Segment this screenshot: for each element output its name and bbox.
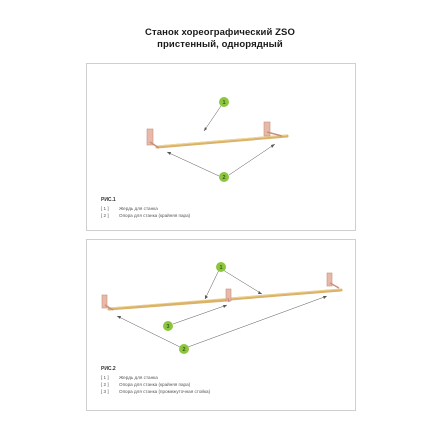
right-support-arm xyxy=(329,282,340,289)
left-support-bracket xyxy=(146,128,154,146)
callout-2-leader-b xyxy=(187,295,328,348)
figure-2-legend: РИС.2 [ 1 ] Жердь для станка [ 2 ] Опора… xyxy=(101,366,210,396)
left-support-arm xyxy=(149,141,160,149)
barre-rail xyxy=(155,134,289,149)
callout-1-leader-a xyxy=(204,269,220,300)
callout-2-circle xyxy=(179,344,189,354)
callout-2-label: 2 xyxy=(182,347,185,353)
callout-1-arrowhead xyxy=(204,127,207,131)
legend-label: Опора для станка (крайняя пара) xyxy=(119,382,191,387)
legend-number: [ 1 ] xyxy=(101,375,109,380)
callout-3-label: 3 xyxy=(166,324,169,330)
right-support-arm xyxy=(266,131,283,137)
figure-1-caption: РИС.1 xyxy=(101,197,116,203)
right-support-bracket xyxy=(263,121,271,137)
figure-2-panel: 1 3 2 РИС.2 [ 1 ] Жердь для станка [ 2 ]… xyxy=(86,239,356,411)
callout-2-leader-a xyxy=(116,315,181,348)
callout-1-circle xyxy=(219,97,229,107)
middle-support-arm xyxy=(227,297,230,303)
callout-1-label: 1 xyxy=(222,100,225,106)
callout-2-arrowhead-a xyxy=(117,316,121,319)
callout-2-leader-a xyxy=(166,151,220,177)
document-title: Станок хореографический ZSO xyxy=(145,27,295,38)
legend-number: [ 2 ] xyxy=(101,382,109,387)
barre-rail-highlight xyxy=(156,134,288,147)
left-support-bracket xyxy=(101,294,108,309)
legend-row: [ 2 ] Опора для станка (крайняя пара) xyxy=(101,213,190,218)
figure-1-panel: 1 2 РИС.1 [ 1 ] Жердь для станка [ 2 ] О… xyxy=(86,63,356,231)
figure-1-drawing: 1 2 xyxy=(146,97,289,182)
callout-1-circle xyxy=(216,262,226,272)
callout-1-leader-b xyxy=(222,269,263,295)
left-support-arm xyxy=(104,304,114,311)
callout-1-label: 1 xyxy=(219,265,222,271)
callout-2-arrowhead-a xyxy=(167,152,171,155)
legend-row: [ 2 ] Опора для станка (крайняя пара) xyxy=(101,382,210,387)
callout-1-arrowhead-b xyxy=(258,291,262,294)
legend-number: [ 2 ] xyxy=(101,213,109,218)
legend-number: [ 3 ] xyxy=(101,389,109,394)
figure-2-drawing: 1 3 2 xyxy=(101,262,343,354)
callout-2-circle xyxy=(219,172,229,182)
barre-rail-highlight xyxy=(108,288,342,309)
legend-label: Опора для станка (промежуточная стойка) xyxy=(119,389,211,394)
callout-2-arrowhead-b xyxy=(323,296,327,299)
barre-rail-right xyxy=(228,288,343,301)
legend-row: [ 3 ] Опора для станка (промежуточная ст… xyxy=(101,389,210,394)
right-support-bracket xyxy=(326,272,333,287)
barre-rail-left xyxy=(107,298,229,311)
document-subtitle: пристенный, однорядный xyxy=(157,39,283,50)
legend-row: [ 1 ] Жердь для станка xyxy=(101,206,190,211)
legend-number: [ 1 ] xyxy=(101,206,109,211)
callout-3-arrowhead xyxy=(223,305,227,308)
legend-row: [ 1 ] Жердь для станка xyxy=(101,375,210,380)
legend-label: Жердь для станка xyxy=(119,375,158,380)
callout-3-circle xyxy=(163,321,173,331)
legend-label: Жердь для станка xyxy=(119,206,158,211)
figure-2-caption: РИС.2 xyxy=(101,366,116,372)
figure-1-legend: РИС.1 [ 1 ] Жердь для станка [ 2 ] Опора… xyxy=(101,197,190,220)
callout-2-leader-b xyxy=(228,143,276,176)
callout-3-leader xyxy=(172,304,228,325)
legend-label: Опора для станка (крайняя пара) xyxy=(119,213,191,218)
callout-2-arrowhead-b xyxy=(271,144,275,148)
callout-1-arrowhead-a xyxy=(205,295,208,299)
callout-2-label: 2 xyxy=(222,175,225,181)
callout-1-leader xyxy=(203,105,222,132)
